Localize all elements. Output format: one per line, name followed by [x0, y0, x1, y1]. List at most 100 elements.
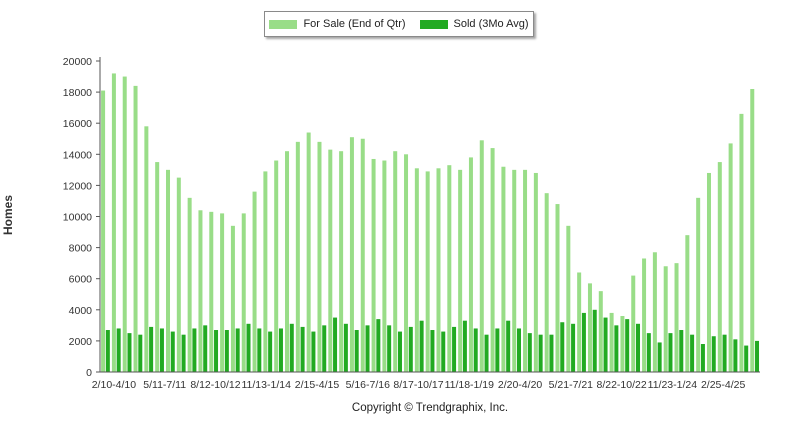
bar-sold	[300, 326, 305, 372]
bar-sold	[722, 334, 727, 372]
bar-for-sale	[393, 151, 398, 372]
x-tick-label: 2/10-4/10	[92, 379, 137, 391]
bar-for-sale	[652, 252, 657, 372]
bar-for-sale	[447, 165, 452, 372]
bar-sold	[192, 328, 197, 372]
bar-sold	[311, 331, 316, 372]
bar-sold	[581, 312, 586, 372]
bar-for-sale	[436, 168, 441, 372]
bar-for-sale	[371, 158, 376, 372]
bar-sold	[365, 325, 370, 372]
bar-sold	[105, 330, 110, 372]
bar-for-sale	[490, 148, 495, 372]
bar-sold	[690, 334, 695, 372]
bar-sold	[733, 339, 738, 372]
bar-for-sale	[414, 168, 419, 372]
bar-for-sale	[360, 138, 365, 372]
x-tick-label: 5/16-7/16	[346, 379, 391, 391]
x-tick-label: 2/15-4/15	[295, 379, 340, 391]
bar-for-sale	[728, 143, 733, 372]
x-tick-label: 2/25-4/25	[701, 379, 746, 391]
bar-sold	[268, 331, 273, 372]
x-tick-label: 8/17-10/17	[393, 379, 443, 391]
y-tick-label: 16000	[63, 118, 92, 130]
bar-sold	[224, 330, 229, 372]
bar-sold	[181, 334, 186, 372]
bar-sold	[419, 320, 424, 372]
bar-for-sale	[696, 197, 701, 372]
bar-sold	[527, 333, 532, 372]
bar-sold	[354, 330, 359, 372]
legend-label-for-sale: For Sale (End of Qtr)	[303, 18, 406, 30]
legend-item-sold: Sold (3Mo Avg)	[419, 18, 529, 30]
copyright-text: Copyright © Trendgraphix, Inc.	[351, 402, 509, 414]
bar-for-sale	[566, 225, 571, 372]
bar-for-sale	[425, 171, 430, 372]
bar-sold	[408, 326, 413, 372]
bar-sold	[755, 340, 760, 372]
bar-sold	[430, 330, 435, 372]
y-tick-label: 4000	[69, 305, 93, 317]
bar-sold	[744, 345, 749, 372]
bar-sold	[506, 320, 511, 372]
bar-sold	[235, 328, 240, 372]
bar-sold	[387, 325, 392, 372]
bar-for-sale	[577, 272, 582, 372]
bar-sold	[549, 334, 554, 372]
bar-for-sale	[274, 160, 279, 372]
bar-for-sale	[176, 177, 181, 372]
y-tick-label: 8000	[69, 243, 93, 255]
bar-sold	[333, 317, 338, 372]
bar-sold	[149, 326, 154, 372]
bar-sold	[289, 323, 294, 372]
bar-sold	[127, 333, 132, 372]
bar-sold	[603, 317, 608, 372]
bar-for-sale	[706, 172, 711, 372]
bar-for-sale	[339, 151, 344, 372]
bar-for-sale	[349, 137, 354, 372]
bar-for-sale	[209, 211, 214, 372]
bar-sold	[711, 336, 716, 372]
y-tick-label: 18000	[63, 87, 92, 99]
bar-sold	[668, 333, 673, 372]
bar-for-sale	[717, 162, 722, 372]
bar-sold	[214, 330, 219, 372]
bar-for-sale	[631, 275, 636, 372]
bar-for-sale	[166, 169, 171, 372]
bar-for-sale	[523, 169, 528, 372]
x-tick-label: 5/11-7/11	[143, 379, 186, 391]
bar-sold	[625, 319, 630, 372]
bar-sold	[322, 325, 327, 372]
y-tick-label: 10000	[63, 212, 92, 224]
bar-sold	[343, 323, 348, 372]
bar-for-sale	[111, 73, 116, 372]
bar-for-sale	[155, 162, 160, 372]
y-tick-label: 0	[86, 367, 92, 379]
bar-sold	[397, 331, 402, 372]
bar-sold	[700, 344, 705, 372]
bar-sold	[203, 325, 208, 372]
bar-sold	[452, 326, 457, 372]
bar-for-sale	[404, 154, 409, 372]
bar-for-sale	[252, 191, 257, 372]
legend-swatch-sold	[419, 19, 448, 29]
bar-for-sale	[533, 172, 538, 372]
bar-for-sale	[674, 263, 679, 372]
x-tick-label: 8/22-10/22	[596, 379, 646, 391]
bar-sold	[159, 328, 164, 372]
bar-for-sale	[144, 126, 149, 372]
bar-sold	[636, 323, 641, 372]
bar-for-sale	[555, 204, 560, 372]
y-tick-label: 6000	[69, 274, 93, 286]
bar-for-sale	[685, 235, 690, 372]
bar-sold	[170, 331, 175, 372]
bar-for-sale	[198, 210, 203, 372]
y-tick-label: 14000	[63, 149, 92, 161]
bar-for-sale	[642, 258, 647, 372]
bar-sold	[538, 334, 543, 372]
bar-sold	[657, 342, 662, 372]
bar-for-sale	[101, 90, 106, 373]
bar-for-sale	[458, 169, 463, 372]
bar-for-sale	[328, 149, 333, 372]
bar-sold	[592, 309, 597, 372]
